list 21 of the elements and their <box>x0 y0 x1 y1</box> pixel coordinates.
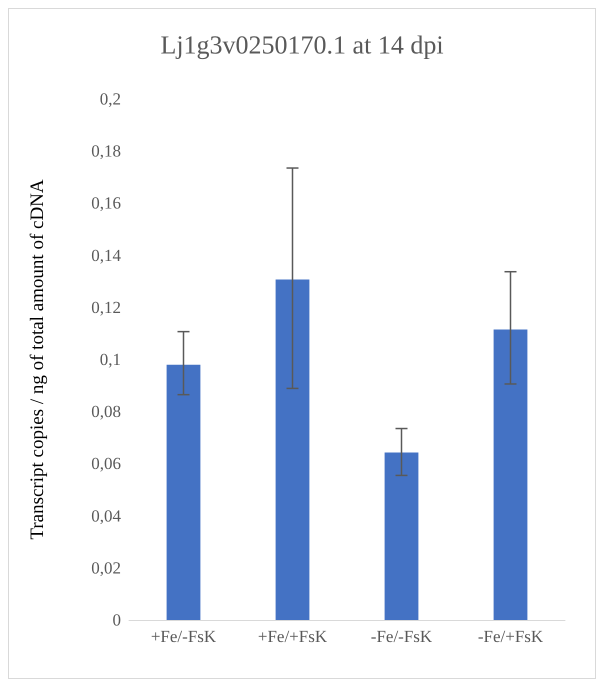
y-tick-label: 0,12 <box>91 298 121 317</box>
y-tick-label: 0,06 <box>91 454 121 474</box>
x-tick-label: +Fe/+FsK <box>258 627 328 646</box>
y-axis-title: Transcript copies / ng of total amount of cDNA <box>27 179 48 540</box>
x-tick-label: -Fe/+FsK <box>478 627 544 646</box>
y-tick-label: 0 <box>112 610 121 630</box>
y-tick-label: 0,1 <box>100 350 121 369</box>
bar <box>384 452 418 620</box>
y-tick-label: 0,02 <box>91 558 121 578</box>
x-tick-label: -Fe/-FsK <box>370 627 433 646</box>
y-tick-label: 0,2 <box>100 90 121 108</box>
y-tick-label: 0,18 <box>91 142 121 161</box>
y-tick-label: 0,04 <box>91 506 122 526</box>
bar <box>166 364 200 620</box>
y-tick-label: 0,08 <box>91 402 121 422</box>
y-tick-label: 0,16 <box>91 194 121 213</box>
bar <box>276 280 310 620</box>
y-tick-label: 0,14 <box>91 246 122 265</box>
bar <box>494 330 528 620</box>
chart-title: Lj1g3v0250170.1 at 14 dpi <box>160 30 444 60</box>
x-tick-label: +Fe/-FsK <box>150 627 217 646</box>
